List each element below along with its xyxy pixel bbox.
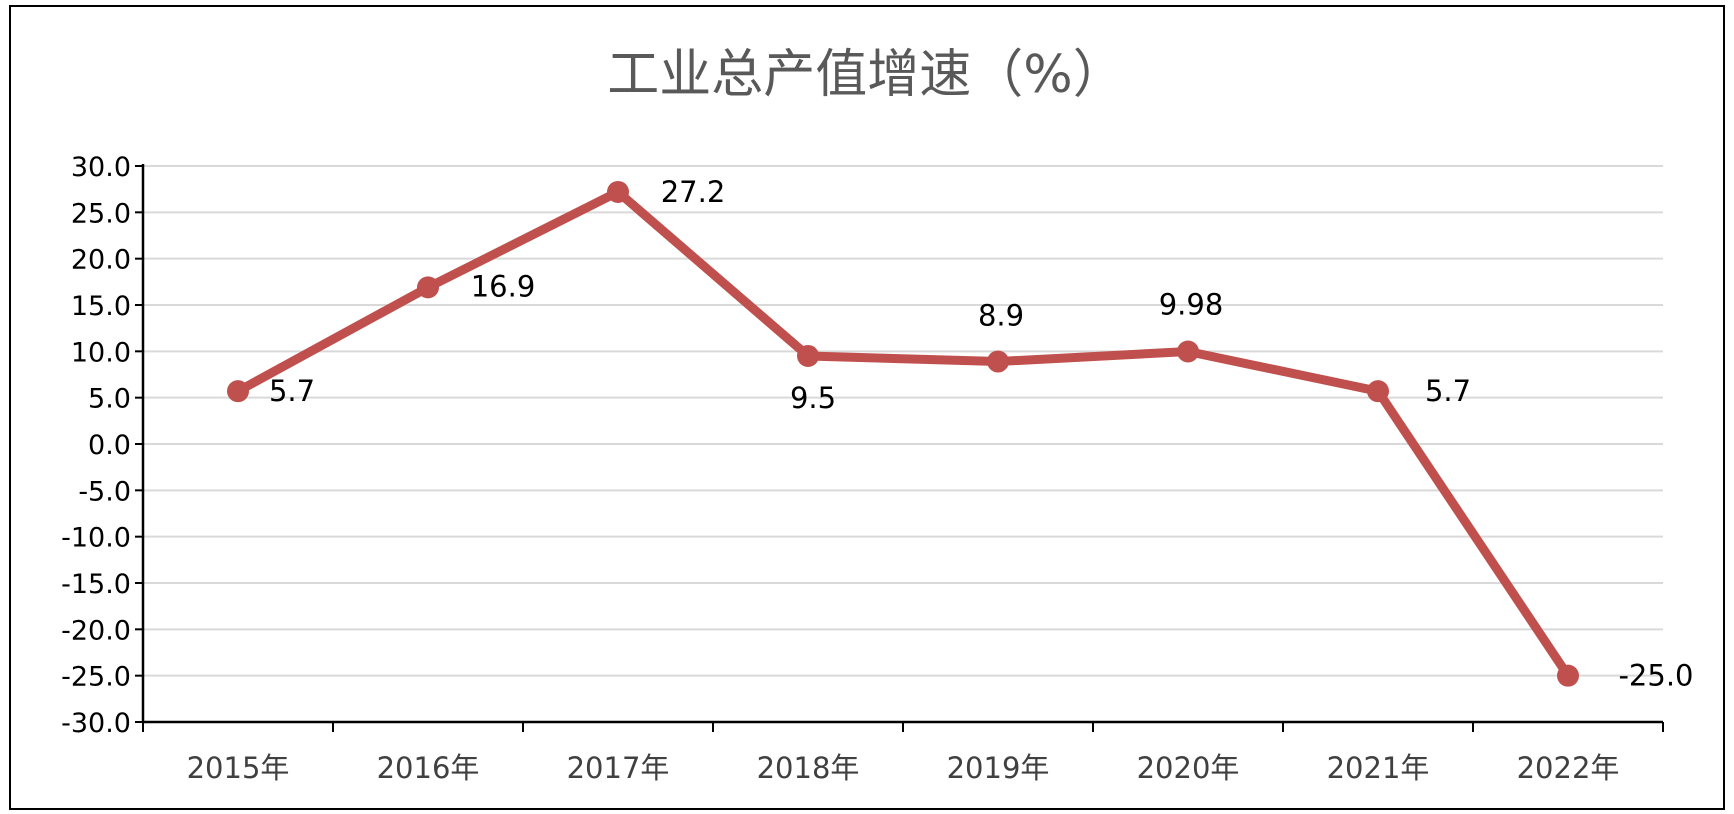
data-point <box>227 380 249 403</box>
data-point <box>417 276 439 299</box>
data-label: 8.9 <box>978 299 1024 333</box>
x-tick-label: 2016年 <box>377 751 480 785</box>
data-point <box>607 180 629 203</box>
chart-title: 工业总产值增速（%） <box>607 45 1124 105</box>
data-point <box>1177 340 1199 363</box>
x-tick-label: 2015年 <box>187 751 290 785</box>
y-tick-label: -10.0 <box>61 523 131 554</box>
data-point <box>1557 664 1579 687</box>
data-labels: 5.7 16.9 27.2 9.5 8.9 9.98 5.7 -25.0 <box>269 175 1694 693</box>
series-layer <box>227 180 1579 687</box>
data-label: 9.5 <box>790 381 836 415</box>
y-tick-label: 20.0 <box>71 245 131 276</box>
data-point <box>797 344 819 367</box>
x-tick-label: 2021年 <box>1327 751 1430 785</box>
x-tick-label: 2020年 <box>1137 751 1240 785</box>
data-label: -25.0 <box>1618 659 1693 693</box>
data-label: 9.98 <box>1159 288 1224 322</box>
data-label: 5.7 <box>269 374 315 408</box>
y-tick-label: 0.0 <box>88 430 131 461</box>
x-tick-label: 2019年 <box>947 751 1050 785</box>
y-tick-label: 25.0 <box>71 198 131 229</box>
y-tick-label: -5.0 <box>78 476 131 507</box>
data-label: 27.2 <box>661 175 726 209</box>
x-tick-label: 2017年 <box>567 751 670 785</box>
y-tick-label: 5.0 <box>88 384 131 415</box>
gridlines <box>143 165 1663 677</box>
y-tick-label: -15.0 <box>61 569 131 600</box>
x-tick-label: 2018年 <box>757 751 860 785</box>
y-tick-labels: 30.0 25.0 20.0 15.0 10.0 5.0 0.0 -5.0 -10.0 -15.0… <box>61 152 131 739</box>
y-tick-label: -20.0 <box>61 615 131 646</box>
data-label: 5.7 <box>1425 374 1471 408</box>
data-point <box>987 350 1009 373</box>
data-label: 16.9 <box>471 269 536 303</box>
axes <box>135 164 1664 732</box>
series-line <box>233 187 1573 681</box>
y-tick-label: 30.0 <box>71 152 131 183</box>
data-point <box>1367 380 1389 403</box>
x-tick-label: 2022年 <box>1517 751 1620 785</box>
y-tick-label: -25.0 <box>61 662 131 693</box>
y-tick-label: 15.0 <box>71 291 131 322</box>
y-tick-label: 10.0 <box>71 337 131 368</box>
x-tick-labels: 2015年 2016年 2017年 2018年 2019年 2020年 2021年 2022年 <box>187 751 1620 785</box>
y-tick-label: -30.0 <box>61 708 131 739</box>
